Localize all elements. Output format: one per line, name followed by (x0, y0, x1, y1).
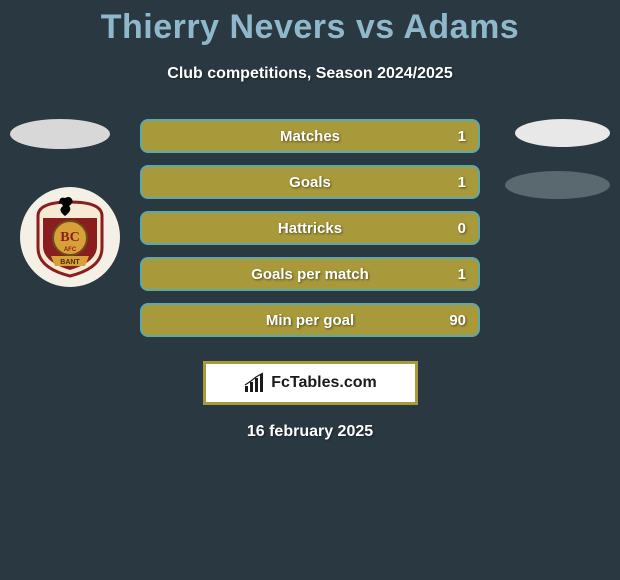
stat-row-min-per-goal: Min per goal 90 (140, 303, 480, 337)
svg-text:BANT: BANT (60, 259, 80, 266)
stats-area: BC AFC BANT Matches 1 Goals 1 Hattricks … (0, 119, 620, 349)
stat-label: Hattricks (142, 220, 478, 237)
club-badge-shield-icon: BC AFC BANT (35, 196, 105, 278)
snapshot-date: 16 february 2025 (0, 423, 620, 441)
club-badge: BC AFC BANT (20, 187, 120, 287)
stat-value: 90 (449, 312, 466, 329)
brand-badge: FcTables.com (203, 361, 418, 405)
stat-label: Goals per match (142, 266, 478, 283)
stat-row-goals-per-match: Goals per match 1 (140, 257, 480, 291)
svg-text:BC: BC (60, 230, 79, 245)
player-left-avatar-placeholder (10, 119, 110, 149)
comparison-title: Thierry Nevers vs Adams (0, 0, 620, 47)
stat-row-hattricks: Hattricks 0 (140, 211, 480, 245)
brand-text: FcTables.com (271, 374, 377, 392)
stat-value: 1 (458, 128, 466, 145)
player-right-avatar-placeholder-2 (505, 171, 610, 199)
player-right-avatar-placeholder-1 (515, 119, 610, 147)
bar-chart-icon (243, 372, 265, 394)
stat-label: Matches (142, 128, 478, 145)
stat-value: 1 (458, 174, 466, 191)
stat-row-goals: Goals 1 (140, 165, 480, 199)
season-subtitle: Club competitions, Season 2024/2025 (0, 65, 620, 83)
svg-text:AFC: AFC (64, 247, 77, 253)
stat-value: 0 (458, 220, 466, 237)
stat-label: Min per goal (142, 312, 478, 329)
stat-value: 1 (458, 266, 466, 283)
stat-label: Goals (142, 174, 478, 191)
stat-rows: Matches 1 Goals 1 Hattricks 0 Goals per … (140, 119, 480, 349)
stat-row-matches: Matches 1 (140, 119, 480, 153)
